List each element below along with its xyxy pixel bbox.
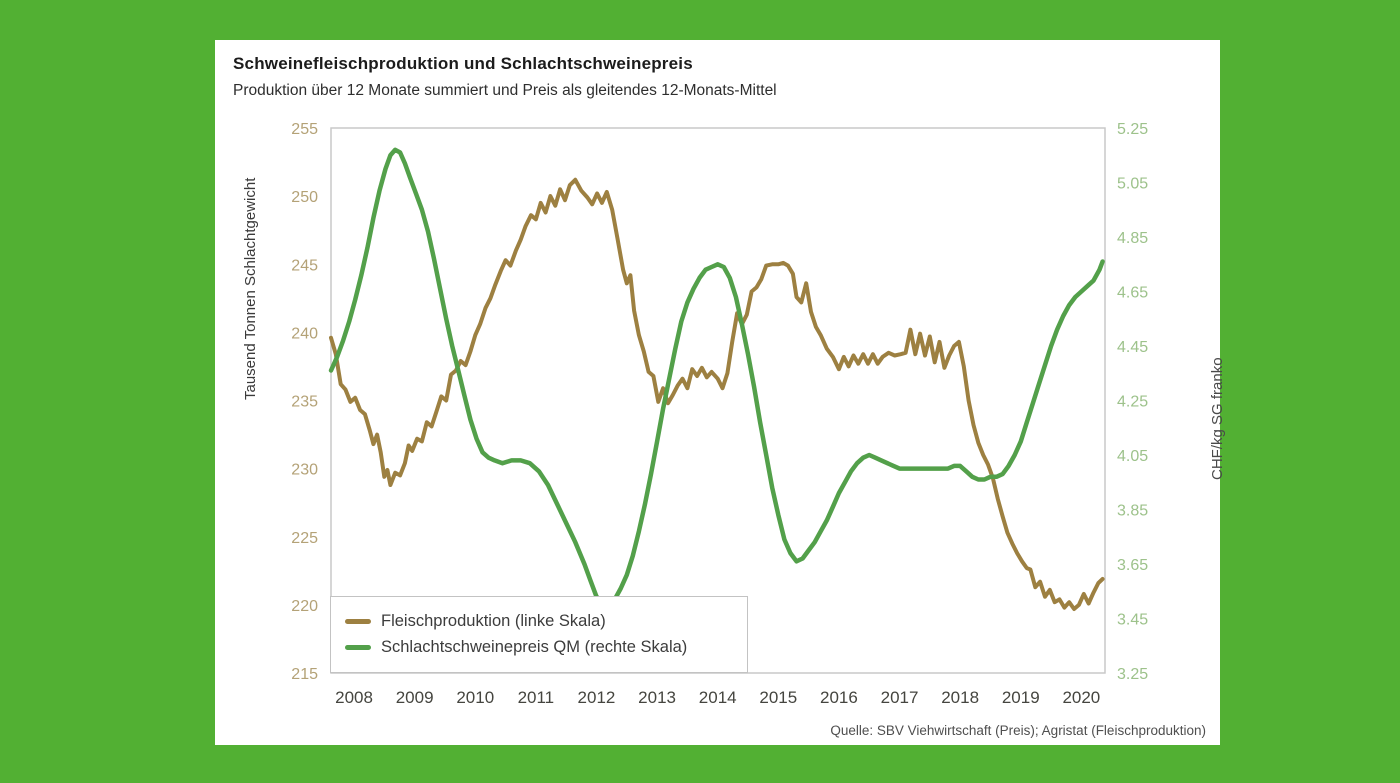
x-axis-tick: 2019	[1002, 688, 1040, 707]
right-axis-tick: 5.05	[1117, 176, 1148, 193]
chart-title: Schweinefleischproduktion und Schlachtsc…	[233, 54, 693, 73]
right-axis-tick: 3.45	[1117, 612, 1148, 629]
x-axis-tick: 2017	[881, 688, 919, 707]
x-axis-tick: 2013	[638, 688, 676, 707]
right-axis-tick: 4.05	[1117, 448, 1148, 465]
left-axis-tick: 245	[291, 257, 318, 274]
left-axis-tick: 215	[291, 666, 318, 683]
right-axis-tick: 3.65	[1117, 557, 1148, 574]
x-axis-tick: 2016	[820, 688, 858, 707]
x-axis-tick: 2014	[699, 688, 737, 707]
x-axis-tick: 2012	[578, 688, 616, 707]
x-axis-tick: 2008	[335, 688, 373, 707]
x-axis-tick: 2009	[396, 688, 434, 707]
right-axis-tick: 4.45	[1117, 339, 1148, 356]
left-axis-tick: 230	[291, 462, 318, 479]
right-axis-tick: 4.25	[1117, 394, 1148, 411]
right-axis-tick: 5.25	[1117, 121, 1148, 138]
right-axis-tick: 4.65	[1117, 285, 1148, 302]
price-line	[328, 147, 1105, 608]
x-axis-tick: 2018	[941, 688, 979, 707]
legend-item-price: Schlachtschweinepreis QM (rechte Skala)	[345, 638, 747, 657]
legend-label-price: Schlachtschweinepreis QM (rechte Skala)	[381, 638, 688, 656]
x-axis-tick: 2010	[456, 688, 494, 707]
left-axis-tick: 240	[291, 325, 318, 342]
chart-plot: 255 250 245 240 235 230 225 220 215 5.25 5.05 4.85 4…	[291, 121, 1148, 707]
production-line-swatch	[345, 619, 371, 624]
production-line	[329, 177, 1105, 611]
source-note: Quelle: SBV Viehwirtschaft (Preis); Agri…	[830, 723, 1206, 738]
left-axis-tick: 225	[291, 530, 318, 547]
legend: Fleischproduktion (linke Skala) Schlacht…	[330, 596, 748, 673]
chart-card: Schweinefleischproduktion und Schlachtsc…	[215, 40, 1226, 745]
left-axis-tick: 235	[291, 394, 318, 411]
left-axis-tick: 255	[291, 121, 318, 138]
legend-label-production: Fleischproduktion (linke Skala)	[381, 612, 606, 630]
left-axis-tick: 250	[291, 189, 318, 206]
left-axis-tick: 220	[291, 598, 318, 615]
right-axis-title: CHF/kg SG franko	[1209, 357, 1226, 480]
right-axis-tick: 3.25	[1117, 666, 1148, 683]
x-axis-tick: 2020	[1062, 688, 1100, 707]
plot-frame	[330, 127, 1106, 674]
x-axis-tick: 2011	[518, 688, 555, 707]
x-axis-tick: 2015	[759, 688, 797, 707]
right-axis-tick: 4.85	[1117, 230, 1148, 247]
right-axis-tick: 3.85	[1117, 503, 1148, 520]
legend-item-production: Fleischproduktion (linke Skala)	[345, 612, 747, 631]
left-axis-title: Tausend Tonnen Schlachtgewicht	[242, 177, 259, 400]
price-line-swatch	[345, 645, 371, 650]
chart-subtitle: Produktion über 12 Monate summiert und P…	[233, 82, 777, 99]
